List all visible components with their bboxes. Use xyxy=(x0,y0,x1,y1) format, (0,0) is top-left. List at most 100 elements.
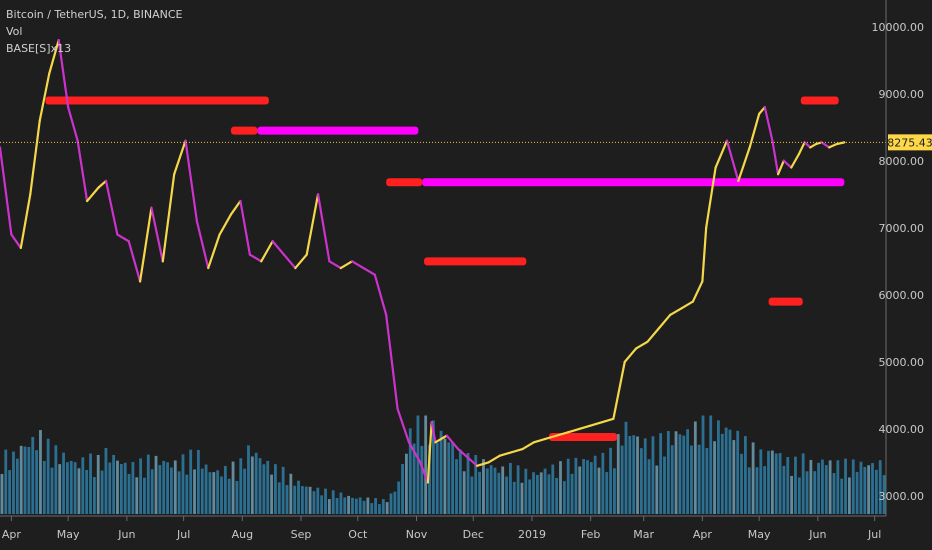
volume-bar xyxy=(524,468,528,514)
volume-bar xyxy=(262,464,266,514)
price-segment xyxy=(434,434,448,444)
volume-bar xyxy=(112,454,116,514)
volume-bar xyxy=(50,467,54,514)
volume-bar xyxy=(127,473,131,514)
volume-bar xyxy=(250,456,254,514)
volume-bar xyxy=(778,453,782,514)
volume-bar xyxy=(208,472,212,514)
volume-bar xyxy=(620,445,624,514)
volume-bar xyxy=(351,497,354,514)
volume-bar xyxy=(767,450,770,514)
price-segment xyxy=(776,159,785,176)
price-segment xyxy=(184,139,198,223)
price-segment xyxy=(339,260,354,270)
volume-bar xyxy=(532,472,535,514)
price-segment xyxy=(510,447,524,454)
volume-bar xyxy=(701,415,705,514)
volume-bar xyxy=(162,460,166,514)
time-tick-label: 2019 xyxy=(518,528,546,541)
time-tick-label: Oct xyxy=(348,528,368,541)
volume-bar xyxy=(270,474,273,514)
volume-bar xyxy=(482,459,485,514)
price-segment xyxy=(635,340,649,350)
volume-bar xyxy=(397,481,401,514)
volume-bar xyxy=(12,451,15,514)
time-axis[interactable]: Apr May Jun Jul Aug Sep Oct Nov Dec 2019 Feb Mar Apr… xyxy=(2,516,881,541)
base-indicator-label[interactable]: BASE[S]x13 xyxy=(6,42,72,55)
volume-bar xyxy=(682,435,686,514)
time-tick-label: May xyxy=(748,528,771,541)
volume-bar xyxy=(92,477,96,514)
volume-bar xyxy=(751,442,755,514)
volume-bar xyxy=(632,435,636,514)
volume-bar xyxy=(289,473,293,514)
symbol-title[interactable]: Bitcoin / TetherUS, 1D, BINANCE xyxy=(6,8,183,21)
volume-bar xyxy=(678,434,682,514)
price-segment xyxy=(426,421,433,484)
price-segment xyxy=(85,186,100,203)
volume-bar xyxy=(139,458,143,514)
volume-bar xyxy=(728,429,732,514)
volume-bar xyxy=(81,457,85,514)
volume-bar xyxy=(385,502,389,514)
price-tick-label: 10000.00 xyxy=(872,21,925,34)
price-segment xyxy=(680,300,694,310)
volume-bar xyxy=(46,438,50,514)
volume-bar xyxy=(559,461,562,514)
price-segment xyxy=(19,193,32,250)
price-segment xyxy=(498,451,513,457)
price-segment xyxy=(828,142,838,149)
price-segment xyxy=(782,159,793,169)
volume-bar xyxy=(724,427,728,514)
volume-bar xyxy=(713,441,716,514)
price-axis[interactable]: 10000.00 9000.00 8000.00 7000.00 6000.00 5000… xyxy=(872,21,925,503)
price-segment xyxy=(555,431,570,437)
price-segment xyxy=(407,441,422,464)
volume-bar xyxy=(786,457,790,514)
volume-bar xyxy=(343,497,347,514)
price-segment xyxy=(487,454,501,464)
volume-bar xyxy=(593,455,597,514)
volume-bar xyxy=(794,456,797,514)
level-layer xyxy=(45,96,845,441)
price-segment xyxy=(229,199,242,216)
price-tick-label: 9000.00 xyxy=(879,88,925,101)
volume-bar xyxy=(154,455,158,514)
volume-indicator-label[interactable]: Vol xyxy=(6,25,23,38)
volume-bar xyxy=(797,477,801,514)
volume-bar xyxy=(505,476,508,514)
price-segment xyxy=(820,141,831,149)
price-segment xyxy=(351,260,365,270)
volume-bar xyxy=(609,447,612,514)
volume-bar xyxy=(104,447,108,514)
volume-bar xyxy=(836,460,840,514)
price-segment xyxy=(705,166,717,229)
volume-bar xyxy=(143,477,146,514)
price-segment xyxy=(76,139,89,203)
volume-bar xyxy=(320,495,324,514)
volume-bar xyxy=(493,467,497,514)
volume-bar xyxy=(200,468,204,514)
volume-bar xyxy=(451,442,455,514)
volume-bar xyxy=(239,458,243,514)
time-tick-label: Apr xyxy=(2,528,22,541)
volume-bar xyxy=(146,454,150,514)
price-segment xyxy=(457,447,467,457)
volume-bar xyxy=(316,487,320,514)
price-segment xyxy=(161,173,176,263)
volume-bar xyxy=(439,430,443,514)
time-tick-label: Nov xyxy=(406,528,428,541)
time-tick-label: Jun xyxy=(808,528,826,541)
volume-bar xyxy=(871,463,874,514)
volume-bar xyxy=(782,465,786,514)
price-tick-label: 3000.00 xyxy=(879,490,925,503)
price-segment xyxy=(373,273,388,317)
price-segment xyxy=(271,240,286,256)
volume-bar xyxy=(447,442,451,514)
volume-bar xyxy=(304,486,308,514)
price-segment xyxy=(173,139,187,176)
volume-bar xyxy=(466,453,470,514)
volume-layer xyxy=(0,415,886,514)
volume-bar xyxy=(39,430,42,514)
